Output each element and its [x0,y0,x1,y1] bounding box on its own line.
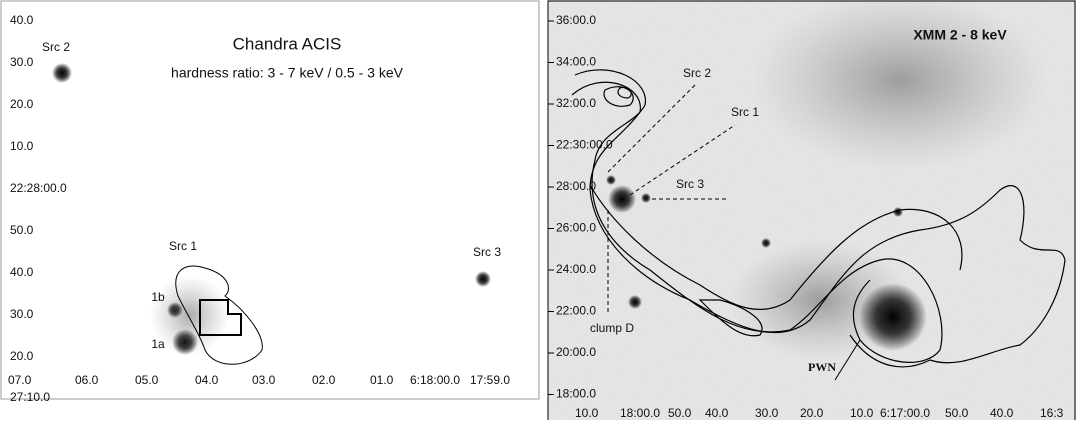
x-tick-label: 06.0 [75,373,99,387]
x-tick-label: 16:3 [1040,406,1064,420]
x-tick-label: 50.0 [945,406,969,420]
pwn-blob [859,283,927,351]
x-tick-label: 40.0 [705,406,729,420]
source-blob [608,185,636,213]
left-frame [1,1,539,399]
x-tick-label: 27:10.0 [10,390,50,404]
x-tick-label: 05.0 [135,373,159,387]
left-panel: Chandra ACIS hardness ratio: 3 - 7 keV /… [1,1,539,404]
y-tick-label: 22:30:00.0 [556,138,613,152]
annotation: clump D [590,321,634,335]
y-tick-label: 30.0 [10,307,34,321]
y-tick-label: 40.0 [10,265,34,279]
y-tick-label: 50.0 [10,223,34,237]
source-blob [761,238,771,248]
x-tick-label: 10.0 [850,406,874,420]
annotation: PWN [808,360,836,374]
x-tick-label: 04.0 [195,373,219,387]
right-panel: XMM 2 - 8 keV Src 2 Src 1 Src 3 clump D … [548,0,1076,420]
annotation: Src 1 [731,105,759,119]
annotation: 1b [151,290,165,304]
y-tick-label: 22:28:00.0 [10,181,67,195]
annotation: Src 1 [169,239,197,253]
panel-subtitle: hardness ratio: 3 - 7 keV / 0.5 - 3 keV [171,65,404,81]
y-tick-label: 30.0 [10,55,34,69]
y-tick-label: 10.0 [10,139,34,153]
y-tick-label: 20:00.0 [556,345,596,359]
annotation: 1a [151,337,165,351]
y-tick-label: 28:00.0 [556,179,596,193]
x-tick-label: 17:59.0 [470,373,510,387]
figure: Chandra ACIS hardness ratio: 3 - 7 keV /… [0,0,1076,420]
y-tick-label: 24:00.0 [556,262,596,276]
annotation: Src 3 [473,245,501,259]
y-tick-label: 26:00.0 [556,221,596,235]
panel-title: Chandra ACIS [233,34,342,53]
source-blob [475,271,491,287]
x-tick-label: 18:00.0 [620,406,660,420]
x-tick-label: 40.0 [990,406,1014,420]
annotation: Src 2 [683,66,711,80]
source-blob [641,193,651,203]
x-tick-label: 30.0 [755,406,779,420]
y-tick-label: 32:00.0 [556,96,596,110]
y-tick-label: 40.0 [10,13,34,27]
x-tick-label: 01.0 [370,373,394,387]
panel-title: XMM 2 - 8 keV [913,27,1007,43]
y-tick-label: 20.0 [10,97,34,111]
x-tick-label: 07.0 [8,373,32,387]
source-blob [52,63,72,83]
x-tick-label: 20.0 [800,406,824,420]
x-tick-label: 6:18:00.0 [410,373,460,387]
annotation: Src 2 [42,40,70,54]
y-tick-label: 20.0 [10,349,34,363]
annotation: Src 3 [676,177,704,191]
y-tick-label: 18:00.0 [556,387,596,401]
source-blob [628,295,642,309]
x-tick-label: 10.0 [575,406,599,420]
y-tick-label: 34:00.0 [556,55,596,69]
x-tick-label: 03.0 [252,373,276,387]
x-tick-label: 6:17:00.0 [880,406,930,420]
x-tick-label: 02.0 [312,373,336,387]
y-tick-label: 22:00.0 [556,304,596,318]
source-blob [606,175,616,185]
x-tick-label: 50.0 [668,406,692,420]
y-tick-label: 36:00.0 [556,13,596,27]
